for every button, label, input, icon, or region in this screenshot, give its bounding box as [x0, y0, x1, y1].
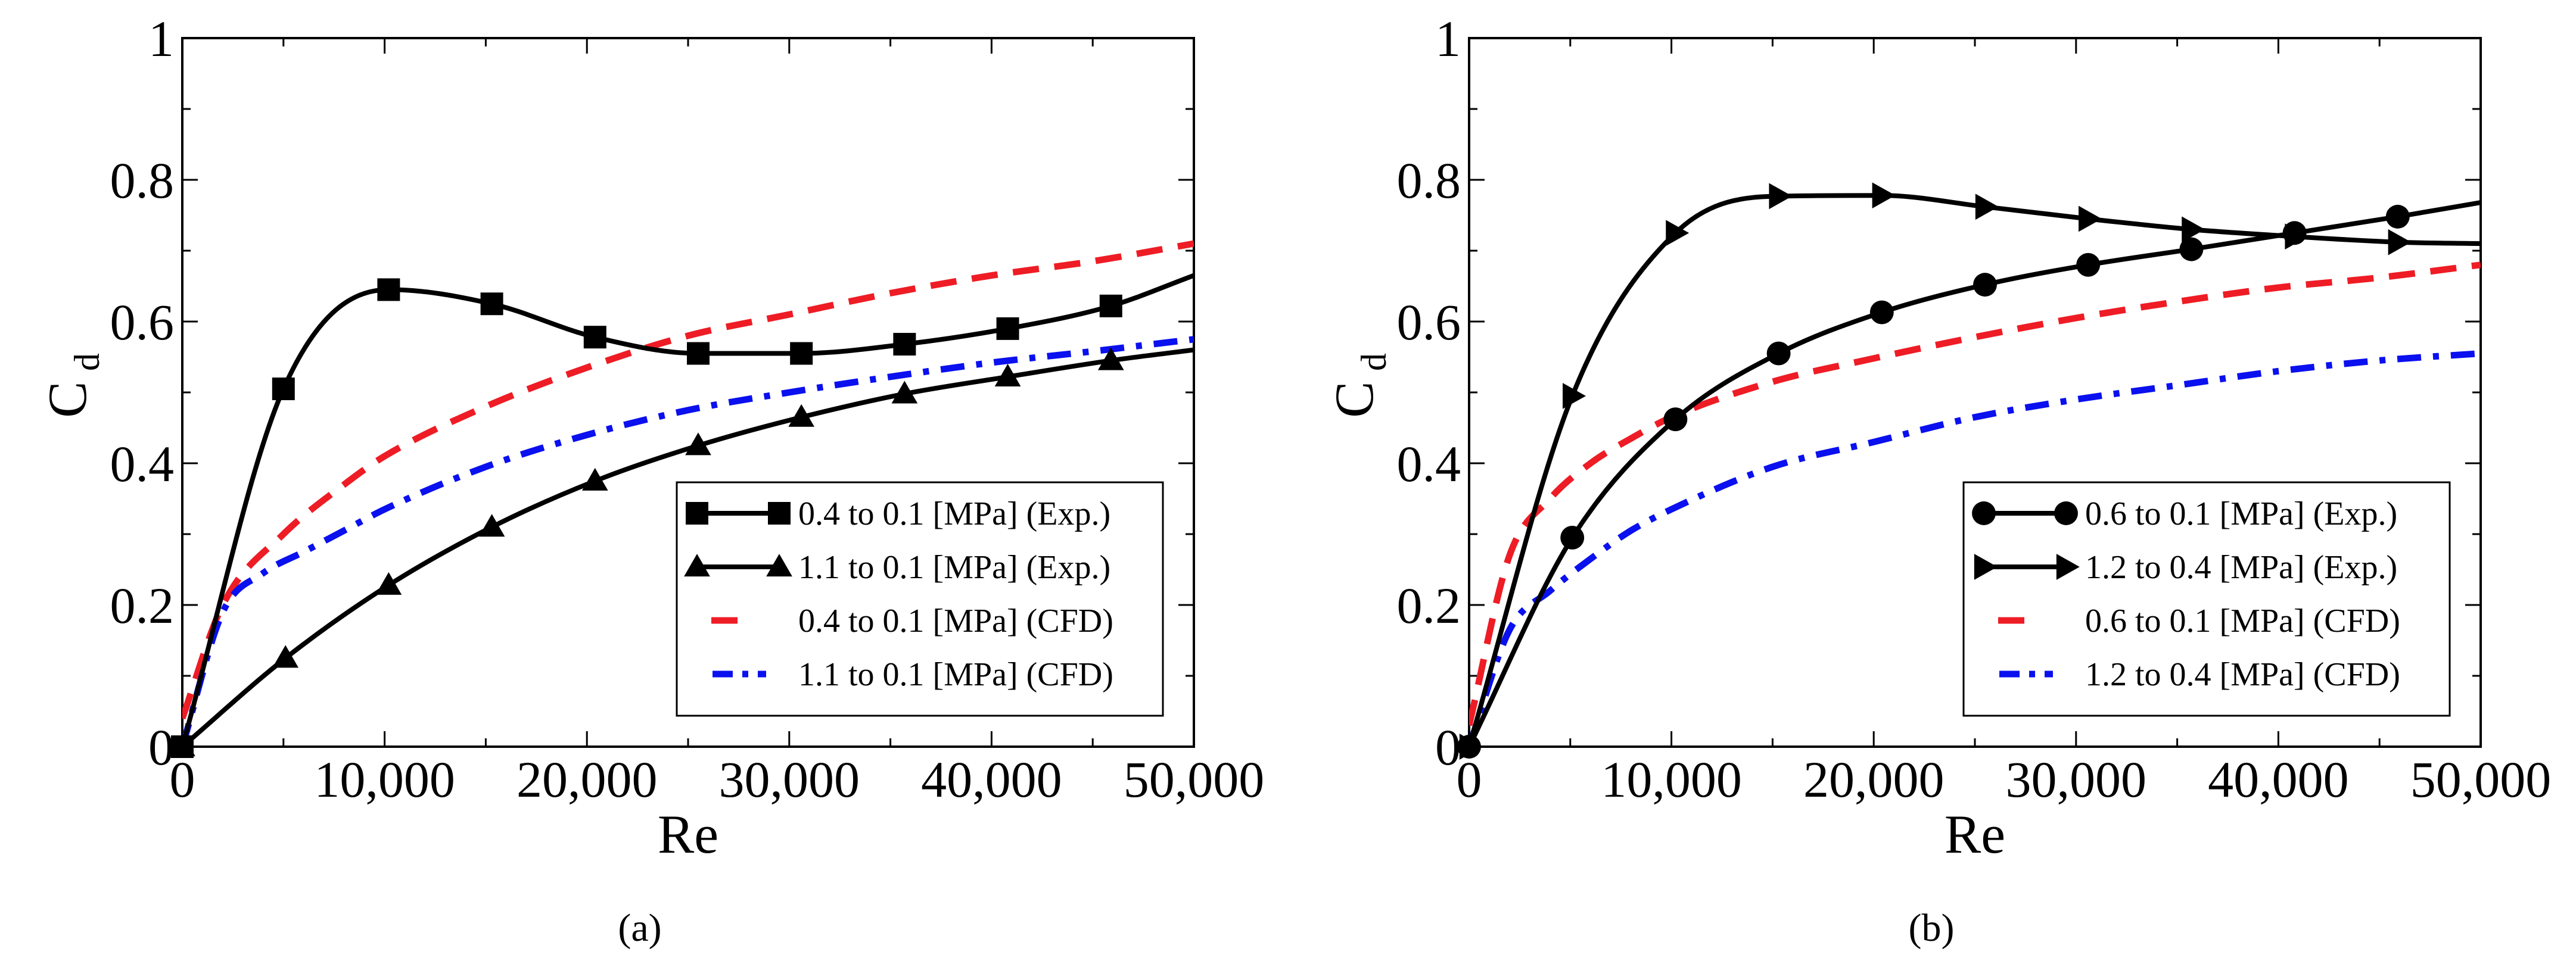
- data-point-0: [1973, 273, 1997, 297]
- legend-label-2: 0.4 to 0.1 [MPa] (CFD): [798, 603, 1113, 640]
- legend-marker-0: [768, 502, 791, 525]
- legend-marker-1: [684, 554, 710, 577]
- legend-marker-0: [686, 502, 708, 525]
- data-point-1: [1975, 194, 1999, 220]
- data-point-1: [375, 572, 402, 595]
- y-tick-label: 1: [148, 10, 174, 67]
- series-line-2: [182, 240, 1194, 720]
- x-tick-label: 40,000: [921, 751, 1062, 808]
- data-point-0: [377, 278, 400, 301]
- panel-caption: (a): [618, 906, 661, 950]
- y-tick-label: 0: [148, 719, 174, 776]
- legend-marker-1: [766, 554, 792, 577]
- data-point-0: [272, 378, 295, 401]
- x-tick-label: 50,000: [1124, 751, 1265, 808]
- data-point-1: [478, 514, 505, 537]
- series-line-3: [1469, 350, 2481, 747]
- data-point-0: [1663, 407, 1688, 432]
- data-point-1: [1097, 347, 1124, 370]
- data-point-0: [1766, 341, 1791, 366]
- data-point-0: [1560, 526, 1585, 550]
- y-axis-label-subscript: d: [1354, 353, 1393, 371]
- data-point-1: [2182, 216, 2205, 243]
- x-tick-label: 20,000: [1803, 751, 1945, 808]
- data-point-0: [893, 333, 916, 356]
- panel-a: 0 10,000 20,000 30,000 40,000 50,000 0 0.2 0.4 0.…: [37, 10, 1264, 950]
- y-tick-label: 0.2: [1397, 577, 1461, 634]
- data-point-1: [788, 404, 815, 427]
- x-tick-label: 10,000: [314, 751, 455, 808]
- y-tick-label: 0.4: [1397, 435, 1461, 492]
- x-tick-label: 0: [170, 751, 195, 808]
- y-tick-label: 0.4: [110, 435, 175, 492]
- series-line-3: [182, 336, 1194, 747]
- data-point-1: [272, 645, 299, 668]
- legend-label-2: 0.6 to 0.1 [MPa] (CFD): [2085, 603, 2400, 640]
- x-tick-label: 30,000: [2006, 751, 2147, 808]
- y-axis-label: C: [37, 381, 98, 417]
- legend-label-1: 1.1 to 0.1 [MPa] (Exp.): [798, 549, 1110, 586]
- data-point-0: [790, 342, 813, 365]
- data-point-1: [1666, 220, 1690, 247]
- y-axis-label-group: Cd: [1324, 353, 1393, 418]
- legend-label-0: 0.6 to 0.1 [MPa] (Exp.): [2085, 495, 2397, 532]
- data-point-0: [996, 317, 1019, 340]
- y-axis-label-subscript: d: [67, 353, 107, 371]
- data-point-0: [2076, 252, 2101, 277]
- y-tick-label: 0.2: [110, 577, 175, 634]
- x-tick-label: 10,000: [1601, 751, 1742, 808]
- data-point-1: [891, 380, 918, 404]
- legend-marker-1: [2056, 554, 2080, 580]
- data-point-1: [2285, 223, 2309, 250]
- y-axis-label: C: [1324, 381, 1385, 417]
- data-point-1: [994, 363, 1021, 386]
- legend-label-0: 0.4 to 0.1 [MPa] (Exp.): [798, 495, 1110, 532]
- x-tick-label: 0: [1457, 751, 1482, 808]
- x-tick-label: 20,000: [517, 751, 658, 808]
- y-tick-label: 0.6: [1397, 294, 1461, 351]
- data-point-0: [2385, 204, 2410, 229]
- legend: 0.4 to 0.1 [MPa] (Exp.) 1.1 to 0.1 [MPa] …: [676, 481, 1164, 717]
- data-point-1: [169, 734, 195, 757]
- data-point-0: [1099, 294, 1122, 317]
- panel-caption: (b): [1909, 906, 1955, 950]
- data-point-1: [1459, 734, 1483, 760]
- data-point-1: [581, 467, 608, 491]
- x-axis-label: Re: [658, 804, 718, 865]
- legend-marker-0: [2054, 501, 2078, 525]
- x-tick-label: 30,000: [719, 751, 860, 808]
- y-tick-label: 1: [1435, 10, 1461, 67]
- y-tick-label: 0.8: [110, 152, 175, 209]
- y-tick-label: 0.6: [110, 294, 175, 351]
- data-point-1: [1769, 183, 1793, 210]
- x-tick-label: 50,000: [2410, 751, 2552, 808]
- data-point-1: [685, 432, 711, 456]
- data-point-1: [1563, 383, 1586, 409]
- legend-label-3: 1.2 to 0.4 [MPa] (CFD): [2085, 656, 2400, 693]
- legend-label-1: 1.2 to 0.4 [MPa] (Exp.): [2085, 549, 2397, 586]
- data-point-0: [2179, 237, 2204, 261]
- data-point-0: [583, 326, 606, 349]
- data-point-1: [2079, 205, 2102, 232]
- y-tick-label: 0.8: [1397, 152, 1461, 209]
- data-point-0: [686, 342, 710, 365]
- data-point-1: [1872, 182, 1896, 209]
- panel-b: 0 10,000 20,000 30,000 40,000 50,000 0 0.2 0.4 0.…: [1324, 10, 2551, 950]
- data-point-0: [480, 292, 503, 316]
- x-tick-label: 40,000: [2208, 751, 2349, 808]
- legend-marker-1: [1974, 554, 1998, 580]
- data-point-0: [1869, 300, 1894, 325]
- series-line-1: [182, 347, 1194, 747]
- x-axis-label: Re: [1945, 804, 2005, 865]
- series-line-2: [1469, 261, 2481, 726]
- data-point-1: [2388, 229, 2412, 255]
- y-axis-label-group: Cd: [37, 353, 107, 418]
- legend-marker-0: [1972, 501, 1996, 525]
- legend-label-3: 1.1 to 0.1 [MPa] (CFD): [798, 656, 1113, 693]
- y-tick-label: 0: [1435, 719, 1461, 776]
- legend: 0.6 to 0.1 [MPa] (Exp.) 1.2 to 0.4 [MPa] …: [1962, 481, 2451, 717]
